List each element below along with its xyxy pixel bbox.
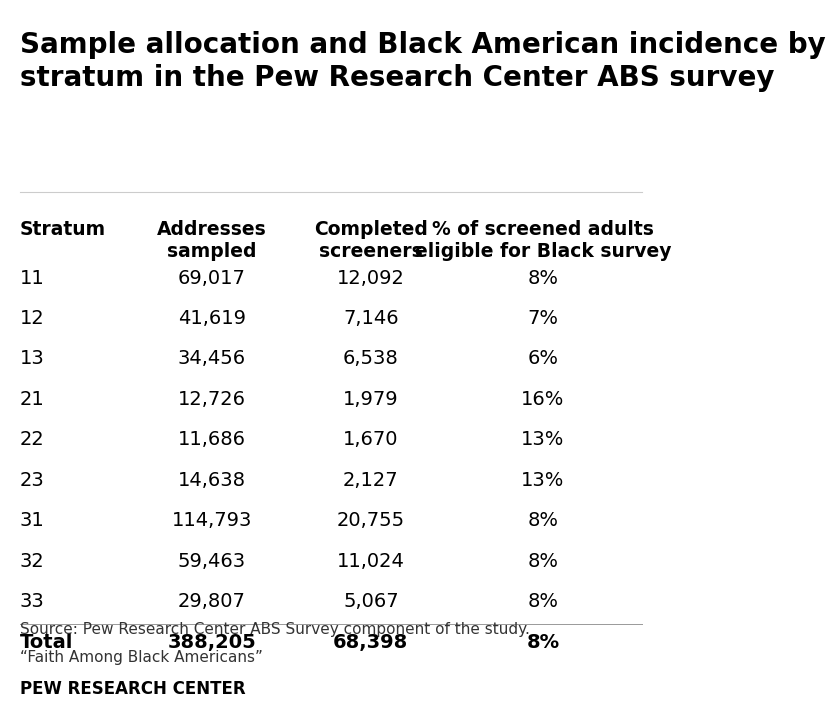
Text: PEW RESEARCH CENTER: PEW RESEARCH CENTER (20, 680, 246, 698)
Text: Total: Total (20, 633, 73, 651)
Text: 13: 13 (20, 350, 44, 369)
Text: 12,092: 12,092 (337, 269, 405, 288)
Text: 8%: 8% (527, 592, 558, 611)
Text: 20,755: 20,755 (337, 511, 405, 530)
Text: 16%: 16% (521, 390, 565, 409)
Text: 7%: 7% (527, 309, 558, 328)
Text: 8%: 8% (527, 511, 558, 530)
Text: 14,638: 14,638 (178, 471, 246, 490)
Text: 6%: 6% (527, 350, 558, 369)
Text: 8%: 8% (527, 269, 558, 288)
Text: 11,024: 11,024 (337, 552, 405, 571)
Text: 1,979: 1,979 (343, 390, 399, 409)
Text: 7,146: 7,146 (343, 309, 399, 328)
Text: 23: 23 (20, 471, 44, 490)
Text: Sample allocation and Black American incidence by
stratum in the Pew Research Ce: Sample allocation and Black American inc… (20, 32, 825, 92)
Text: 5,067: 5,067 (343, 592, 399, 611)
Text: 8%: 8% (526, 633, 560, 651)
Text: 8%: 8% (527, 552, 558, 571)
Text: 2,127: 2,127 (343, 471, 399, 490)
Text: 59,463: 59,463 (178, 552, 246, 571)
Text: 41,619: 41,619 (178, 309, 246, 328)
Text: 13%: 13% (521, 471, 565, 490)
Text: 22: 22 (20, 430, 44, 449)
Text: 31: 31 (20, 511, 44, 530)
Text: 34,456: 34,456 (178, 350, 246, 369)
Text: Stratum: Stratum (20, 220, 106, 239)
Text: 11: 11 (20, 269, 44, 288)
Text: 388,205: 388,205 (168, 633, 256, 651)
Text: 12: 12 (20, 309, 44, 328)
Text: 11,686: 11,686 (178, 430, 246, 449)
Text: 68,398: 68,398 (334, 633, 408, 651)
Text: “Faith Among Black Americans”: “Faith Among Black Americans” (20, 650, 263, 665)
Text: 6,538: 6,538 (343, 350, 399, 369)
Text: Source: Pew Research Center ABS Survey component of the study.: Source: Pew Research Center ABS Survey c… (20, 622, 530, 637)
Text: 12,726: 12,726 (178, 390, 246, 409)
Text: 21: 21 (20, 390, 44, 409)
Text: 114,793: 114,793 (172, 511, 252, 530)
Text: 1,670: 1,670 (343, 430, 399, 449)
Text: 32: 32 (20, 552, 44, 571)
Text: 69,017: 69,017 (178, 269, 246, 288)
Text: Addresses
sampled: Addresses sampled (157, 220, 266, 260)
Text: % of screened adults
eligible for Black survey: % of screened adults eligible for Black … (415, 220, 671, 260)
Text: 33: 33 (20, 592, 44, 611)
Text: 13%: 13% (521, 430, 565, 449)
Text: 29,807: 29,807 (178, 592, 246, 611)
Text: Completed
screeners: Completed screeners (314, 220, 427, 260)
